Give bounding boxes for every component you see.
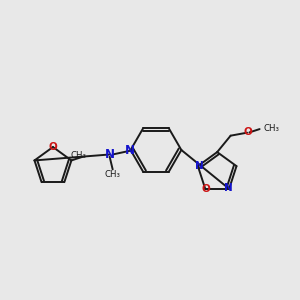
Text: N: N xyxy=(195,160,204,170)
Text: N: N xyxy=(105,148,115,161)
Text: CH₃: CH₃ xyxy=(70,151,86,160)
Text: O: O xyxy=(49,142,57,152)
Text: O: O xyxy=(202,184,211,194)
Text: N: N xyxy=(224,183,233,193)
Text: CH₃: CH₃ xyxy=(263,124,279,133)
Text: N: N xyxy=(125,143,135,157)
Text: CH₃: CH₃ xyxy=(105,170,121,179)
Text: O: O xyxy=(243,127,252,137)
